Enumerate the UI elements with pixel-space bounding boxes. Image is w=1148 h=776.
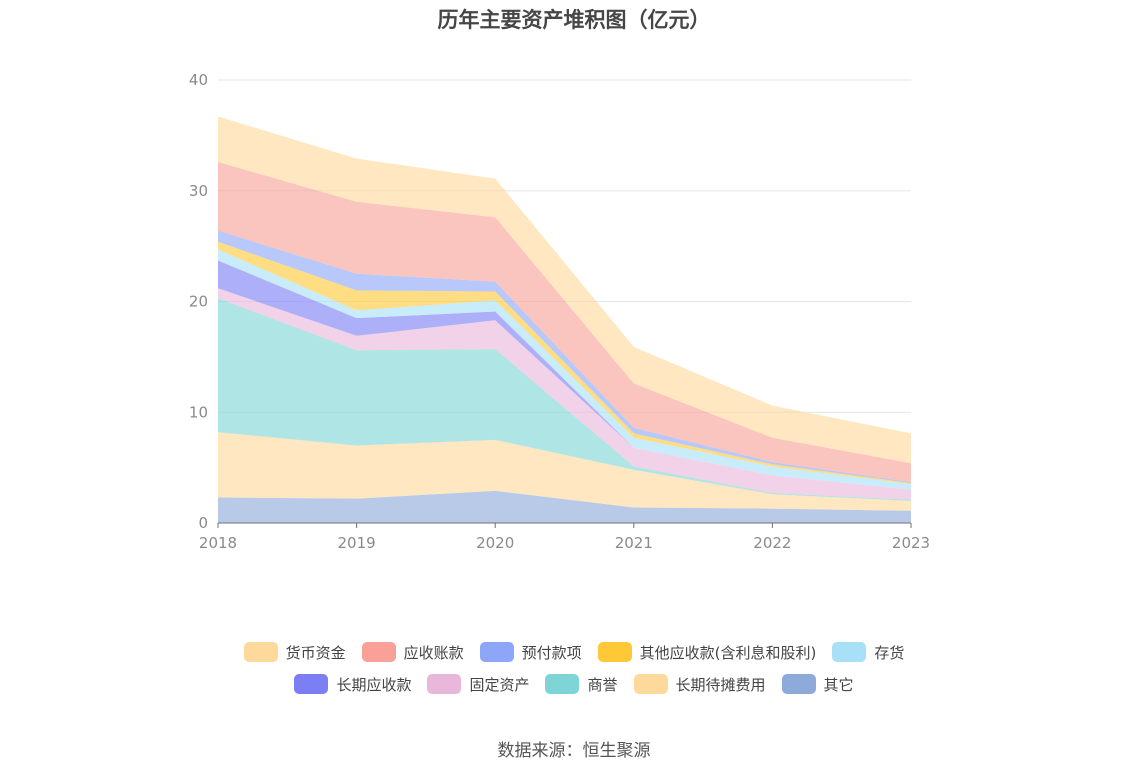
x-tick-label: 2021 bbox=[615, 534, 653, 552]
legend-swatch bbox=[597, 642, 632, 662]
legend-label: 固定资产 bbox=[469, 675, 530, 694]
legend-item[interactable]: 长期应收款 bbox=[294, 674, 411, 695]
legend-item[interactable]: 存货 bbox=[832, 642, 904, 663]
legend-item[interactable]: 货币资金 bbox=[243, 642, 346, 663]
legend-item[interactable]: 其他应收款(含利息和股利) bbox=[597, 642, 817, 663]
legend-row: 货币资金 应收账款 预付款项 其他应收款(含利息和股利) 存货 bbox=[0, 636, 1148, 668]
legend-item[interactable]: 固定资产 bbox=[427, 674, 529, 695]
legend-swatch bbox=[361, 642, 396, 662]
stacked-area-chart: 0 10 20 30 40 2018 2019 2020 2021 2022 2023 bbox=[189, 71, 930, 552]
area-存货 bbox=[218, 249, 911, 490]
x-tick-label: 2018 bbox=[199, 534, 237, 552]
y-tick-label: 10 bbox=[189, 403, 208, 421]
legend-swatch bbox=[243, 642, 278, 662]
legend-label: 其它 bbox=[823, 675, 854, 694]
source-note: 数据来源：恒生聚源 bbox=[497, 741, 651, 761]
area-series bbox=[218, 116, 911, 523]
x-tick-label: 2020 bbox=[476, 534, 514, 552]
legend-row: 长期应收款 固定资产 商誉 长期待摊费用 其它 bbox=[0, 668, 1148, 700]
y-tick-label: 30 bbox=[189, 182, 208, 200]
legend-swatch bbox=[427, 674, 462, 694]
legend-item[interactable]: 长期待摊费用 bbox=[633, 674, 766, 695]
legend-item[interactable]: 其它 bbox=[781, 674, 854, 695]
area-其他应收款(含利息和股利) bbox=[218, 241, 911, 485]
x-tick-label: 2022 bbox=[753, 534, 791, 552]
legend-swatch bbox=[479, 642, 514, 662]
legend-swatch bbox=[294, 674, 329, 694]
legend-label: 长期待摊费用 bbox=[675, 675, 766, 694]
x-tick-label: 2019 bbox=[338, 534, 376, 552]
x-tick-label: 2023 bbox=[892, 534, 930, 552]
legend-label: 长期应收款 bbox=[336, 675, 412, 694]
legend-label: 预付款项 bbox=[521, 643, 582, 662]
legend-swatch bbox=[781, 674, 816, 694]
area-长期待摊费用 bbox=[218, 432, 911, 511]
legend-label: 货币资金 bbox=[285, 643, 346, 662]
area-货币资金 bbox=[218, 116, 911, 464]
legend-item[interactable]: 商誉 bbox=[545, 674, 618, 695]
legend: 货币资金 应收账款 预付款项 其他应收款(含利息和股利) 存货 长期应收款 固定资产 商誉长… bbox=[0, 636, 1148, 700]
area-应收账款 bbox=[218, 162, 911, 482]
area-固定资产 bbox=[218, 288, 911, 500]
y-tick-label: 0 bbox=[198, 514, 208, 532]
y-tick-label: 40 bbox=[189, 71, 208, 89]
legend-item[interactable]: 预付款项 bbox=[479, 642, 582, 663]
chart-title: 历年主要资产堆积图（亿元） bbox=[437, 8, 711, 32]
legend-label: 应收账款 bbox=[403, 643, 464, 662]
area-商誉 bbox=[218, 298, 911, 501]
legend-item[interactable]: 应收账款 bbox=[361, 642, 464, 663]
area-预付款项 bbox=[218, 230, 911, 484]
legend-label: 商誉 bbox=[587, 675, 618, 694]
area-其它 bbox=[218, 490, 911, 523]
axes: 0 10 20 30 40 2018 2019 2020 2021 2022 2023 bbox=[189, 71, 930, 552]
legend-swatch bbox=[633, 674, 668, 694]
legend-swatch bbox=[832, 642, 867, 662]
legend-label: 存货 bbox=[874, 643, 905, 662]
y-tick-label: 20 bbox=[189, 293, 208, 311]
area-长期应收款 bbox=[218, 260, 911, 490]
legend-label: 其他应收款(含利息和股利) bbox=[639, 643, 817, 662]
legend-swatch bbox=[545, 674, 580, 694]
